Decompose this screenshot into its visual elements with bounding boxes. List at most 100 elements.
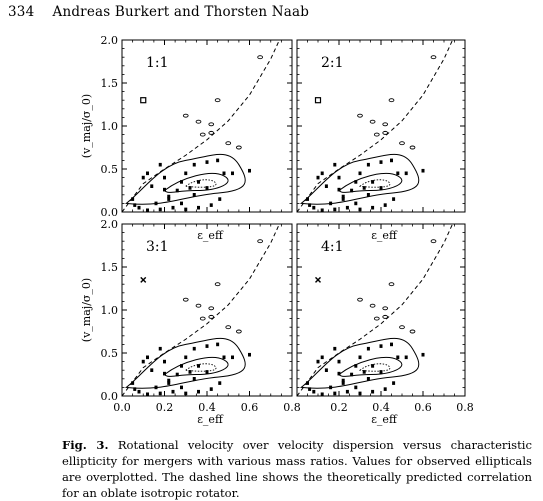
panel-label: 3:1 — [146, 239, 169, 255]
observed-point — [208, 130, 215, 135]
observed-point — [308, 387, 312, 391]
panel-1: 0.0 0.5 1.0 1.5 2.0 1:1 (v_maj/σ_0) ε_eff — [80, 34, 293, 242]
observed-point — [158, 207, 162, 212]
observed-point — [409, 145, 416, 150]
page-header: 334 Andreas Burkert and Thorsten Naab — [8, 4, 309, 20]
x-tick-label: 0.6 — [414, 401, 432, 414]
observed-point — [197, 205, 200, 210]
observed-point — [373, 132, 380, 137]
observed-point — [131, 197, 135, 201]
observed-point — [404, 355, 408, 360]
observed-point — [208, 306, 215, 311]
observed-point — [337, 359, 341, 364]
observed-point — [184, 355, 188, 360]
x-tick-label: 0.0 — [113, 401, 131, 414]
observed-point — [195, 119, 202, 124]
contour-dotted — [184, 363, 217, 372]
observed-point — [379, 160, 383, 164]
observed-point — [231, 355, 234, 360]
caption-label: Fig. 3. — [62, 438, 109, 452]
observed-point — [379, 186, 383, 190]
x-axis-title: ε_eff — [197, 229, 224, 242]
y-tick-label: 1.5 — [101, 77, 119, 90]
observed-point — [371, 389, 375, 394]
observed-point — [146, 392, 149, 397]
observed-point — [358, 171, 362, 176]
oblate-rotator-curve — [122, 224, 280, 396]
observed-point — [366, 162, 370, 167]
observed-point — [248, 168, 251, 173]
observed-point — [248, 352, 251, 357]
observed-point — [362, 186, 366, 190]
observed-point — [141, 175, 145, 180]
observed-point — [341, 197, 345, 201]
y-tick-label: 2.0 — [101, 34, 119, 47]
observed-point — [184, 391, 188, 396]
observed-point — [316, 359, 320, 364]
observed-point — [205, 186, 209, 190]
observed-point — [350, 188, 354, 193]
observed-point — [150, 184, 154, 188]
x-tick-label: 0.4 — [372, 401, 390, 414]
contour-inner — [163, 172, 229, 193]
observed-point — [236, 329, 242, 334]
page-number: 334 — [8, 4, 35, 20]
observed-point — [167, 194, 171, 199]
panel-label: 4:1 — [321, 239, 344, 255]
observed-point — [333, 391, 337, 396]
observed-point — [371, 180, 375, 184]
figure-caption: Fig. 3. Rotational velocity over velocit… — [62, 437, 532, 501]
observed-point — [208, 122, 215, 127]
oblate-rotator-curve — [297, 224, 454, 396]
observed-point — [236, 145, 242, 150]
observed-point — [430, 55, 437, 60]
x-axis-title: ε_eff — [371, 413, 398, 426]
authors: Andreas Burkert and Thorsten Naab — [52, 4, 310, 20]
observed-point — [188, 370, 192, 374]
observed-point — [396, 171, 400, 176]
observed-point — [337, 175, 341, 180]
x-tick-label: 0.2 — [156, 401, 174, 414]
observed-point — [180, 364, 183, 368]
observed-point — [362, 370, 366, 374]
observed-point — [216, 342, 220, 347]
observed-point — [399, 141, 405, 146]
observed-point — [324, 184, 328, 188]
observed-point — [320, 171, 324, 176]
y-tick-label: 0.0 — [101, 390, 119, 403]
oblate-rotator-curve — [122, 40, 280, 212]
observed-point — [392, 197, 396, 201]
observed-point — [373, 316, 380, 321]
observed-point — [137, 389, 141, 394]
observed-point — [388, 98, 395, 103]
observed-point — [354, 364, 358, 368]
observed-point — [357, 297, 363, 302]
observed-point — [205, 160, 209, 164]
observed-point — [383, 387, 387, 391]
observed-point — [175, 188, 179, 193]
x-axis-title: ε_eff — [197, 413, 224, 426]
observed-point — [171, 205, 175, 210]
observed-point — [404, 171, 408, 176]
observed-point — [163, 187, 166, 192]
x-tick-label: 0.2 — [330, 401, 348, 414]
observed-point — [150, 368, 154, 372]
observed-point — [333, 207, 337, 212]
observed-point — [218, 197, 222, 201]
observed-point — [208, 314, 215, 319]
observed-point — [231, 171, 234, 176]
observed-point — [382, 306, 389, 311]
observed-point — [131, 381, 135, 385]
observed-point — [390, 342, 393, 347]
observed-point — [137, 205, 141, 210]
observed-point — [320, 208, 324, 213]
observed-point — [350, 372, 354, 377]
observed-point — [225, 141, 232, 146]
observed-point — [205, 344, 209, 348]
observed-point — [366, 193, 370, 197]
observed-point — [158, 162, 162, 167]
panel-2: 2:1 ε_eff — [296, 39, 466, 242]
observed-point — [175, 372, 179, 377]
special-point — [140, 97, 147, 104]
x-tick-label: 0.8 — [283, 401, 301, 414]
